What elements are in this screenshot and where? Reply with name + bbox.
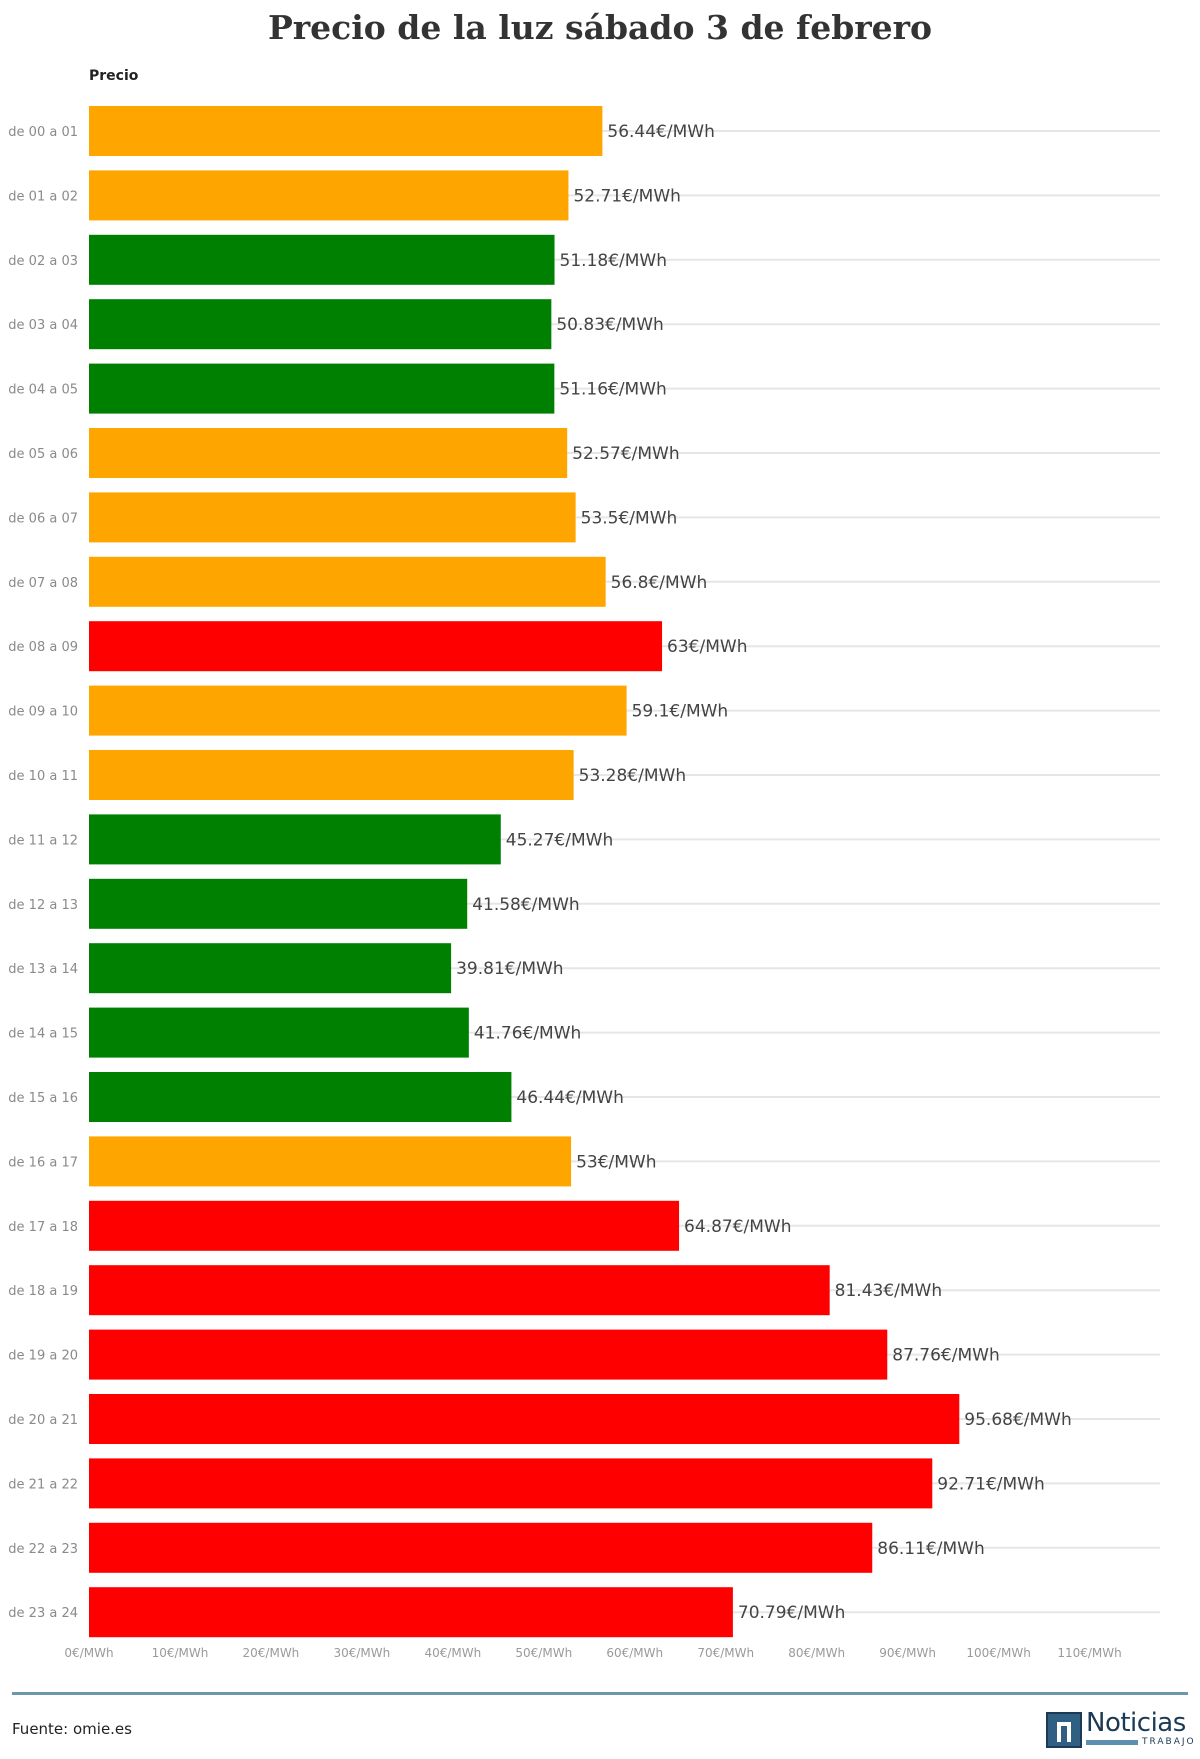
category-label: de 03 a 04: [8, 318, 78, 333]
x-tick-label: 90€/MWh: [879, 1646, 936, 1660]
category-label: de 14 a 15: [8, 1027, 78, 1042]
category-label: de 05 a 06: [8, 447, 78, 462]
source-note: Fuente: omie.es: [12, 1720, 132, 1738]
category-label: de 04 a 05: [8, 383, 78, 398]
x-tick-label: 110€/MWh: [1057, 1646, 1121, 1660]
x-tick-label: 70€/MWh: [697, 1646, 754, 1660]
value-label: 50.83€/MWh: [556, 315, 663, 335]
x-tick-label: 40€/MWh: [424, 1646, 481, 1660]
category-label: de 08 a 09: [8, 640, 78, 655]
category-label: de 16 a 17: [8, 1155, 78, 1170]
category-label: de 20 a 21: [8, 1413, 78, 1428]
category-label: de 06 a 07: [8, 511, 78, 526]
bar-de-19-a-20: [89, 1329, 888, 1380]
value-label: 86.11€/MWh: [877, 1539, 984, 1559]
bar-de-16-a-17: [89, 1136, 572, 1187]
bar-de-13-a-14: [89, 943, 452, 994]
value-label: 92.71€/MWh: [937, 1474, 1044, 1494]
bar-de-03-a-04: [89, 299, 552, 350]
value-label: 81.43€/MWh: [835, 1281, 942, 1301]
logo-mark-icon: [1046, 1712, 1082, 1748]
value-label: 52.57€/MWh: [572, 444, 679, 464]
value-label: 41.58€/MWh: [472, 895, 579, 915]
value-label: 63€/MWh: [667, 637, 747, 657]
logo-name: Noticias: [1086, 1708, 1186, 1738]
logo-subtitle: TRABAJO: [1142, 1737, 1196, 1747]
chart-title: Precio de la luz sábado 3 de febrero: [267, 8, 933, 47]
value-label: 56.44€/MWh: [607, 122, 714, 142]
bar-de-08-a-09: [89, 621, 663, 672]
category-label: de 02 a 03: [8, 254, 78, 269]
bar-de-12-a-13: [89, 878, 468, 929]
value-label: 53.5€/MWh: [581, 508, 678, 528]
value-label: 70.79€/MWh: [738, 1603, 845, 1623]
value-label: 41.76€/MWh: [474, 1024, 581, 1044]
value-label: 52.71€/MWh: [573, 186, 680, 206]
x-tick-label: 100€/MWh: [966, 1646, 1030, 1660]
value-label: 46.44€/MWh: [516, 1088, 623, 1108]
category-label: de 07 a 08: [8, 576, 78, 591]
value-label: 95.68€/MWh: [964, 1410, 1071, 1430]
bar-de-07-a-08: [89, 556, 606, 607]
value-label: 51.16€/MWh: [559, 380, 666, 400]
category-label: de 23 a 24: [8, 1606, 78, 1621]
bar-chart: de 00 a 01 56.44€/MWh de 01 a 02 52.71€/MWh…: [8, 106, 1160, 1660]
bar-de-02-a-03: [89, 234, 555, 285]
category-label: de 17 a 18: [8, 1220, 78, 1235]
bar-de-09-a-10: [89, 685, 627, 736]
x-tick-label: 30€/MWh: [333, 1646, 390, 1660]
bar-de-05-a-06: [89, 428, 568, 478]
x-tick-label: 60€/MWh: [606, 1646, 663, 1660]
value-label: 64.87€/MWh: [684, 1217, 791, 1237]
x-tick-label: 20€/MWh: [243, 1646, 300, 1660]
value-label: 45.27€/MWh: [506, 830, 613, 850]
bar-de-22-a-23: [89, 1522, 873, 1573]
bar-de-15-a-16: [89, 1072, 512, 1122]
bar-de-21-a-22: [89, 1458, 933, 1509]
bar-de-04-a-05: [89, 363, 555, 414]
bar-de-06-a-07: [89, 492, 576, 543]
category-label: de 00 a 01: [8, 125, 78, 140]
value-label: 59.1€/MWh: [632, 702, 729, 722]
bar-de-11-a-12: [89, 814, 501, 865]
x-tick-label: 10€/MWh: [152, 1646, 209, 1660]
category-label: de 18 a 19: [8, 1284, 78, 1299]
category-label: de 15 a 16: [8, 1091, 78, 1106]
series-label: Precio: [89, 68, 139, 84]
bar-de-01-a-02: [89, 170, 569, 221]
bar-de-20-a-21: [89, 1394, 960, 1444]
bar-de-00-a-01: [89, 106, 603, 156]
value-label: 51.18€/MWh: [560, 251, 667, 271]
category-label: de 10 a 11: [8, 769, 78, 784]
category-label: de 19 a 20: [8, 1349, 78, 1364]
logo-underline: [1086, 1740, 1138, 1745]
footer-divider: [12, 1692, 1188, 1695]
category-label: de 13 a 14: [8, 962, 78, 977]
value-label: 39.81€/MWh: [456, 959, 563, 979]
bar-de-10-a-11: [89, 750, 574, 800]
category-label: de 12 a 13: [8, 898, 78, 913]
value-label: 53€/MWh: [576, 1152, 656, 1172]
category-label: de 11 a 12: [8, 833, 78, 848]
value-label: 53.28€/MWh: [579, 766, 686, 786]
category-label: de 01 a 02: [8, 189, 78, 204]
brand-logo: Noticias TRABAJO: [1046, 1708, 1194, 1752]
bar-de-23-a-24: [89, 1587, 733, 1638]
x-tick-label: 50€/MWh: [515, 1646, 572, 1660]
value-label: 56.8€/MWh: [611, 573, 708, 593]
category-label: de 09 a 10: [8, 705, 78, 720]
bar-de-17-a-18: [89, 1200, 680, 1251]
x-tick-label: 80€/MWh: [788, 1646, 845, 1660]
bar-de-18-a-19: [89, 1265, 830, 1316]
category-label: de 22 a 23: [8, 1542, 78, 1557]
category-label: de 21 a 22: [8, 1477, 78, 1492]
x-tick-label: 0€/MWh: [64, 1646, 113, 1660]
value-label: 87.76€/MWh: [892, 1346, 999, 1366]
bar-de-14-a-15: [89, 1007, 469, 1058]
